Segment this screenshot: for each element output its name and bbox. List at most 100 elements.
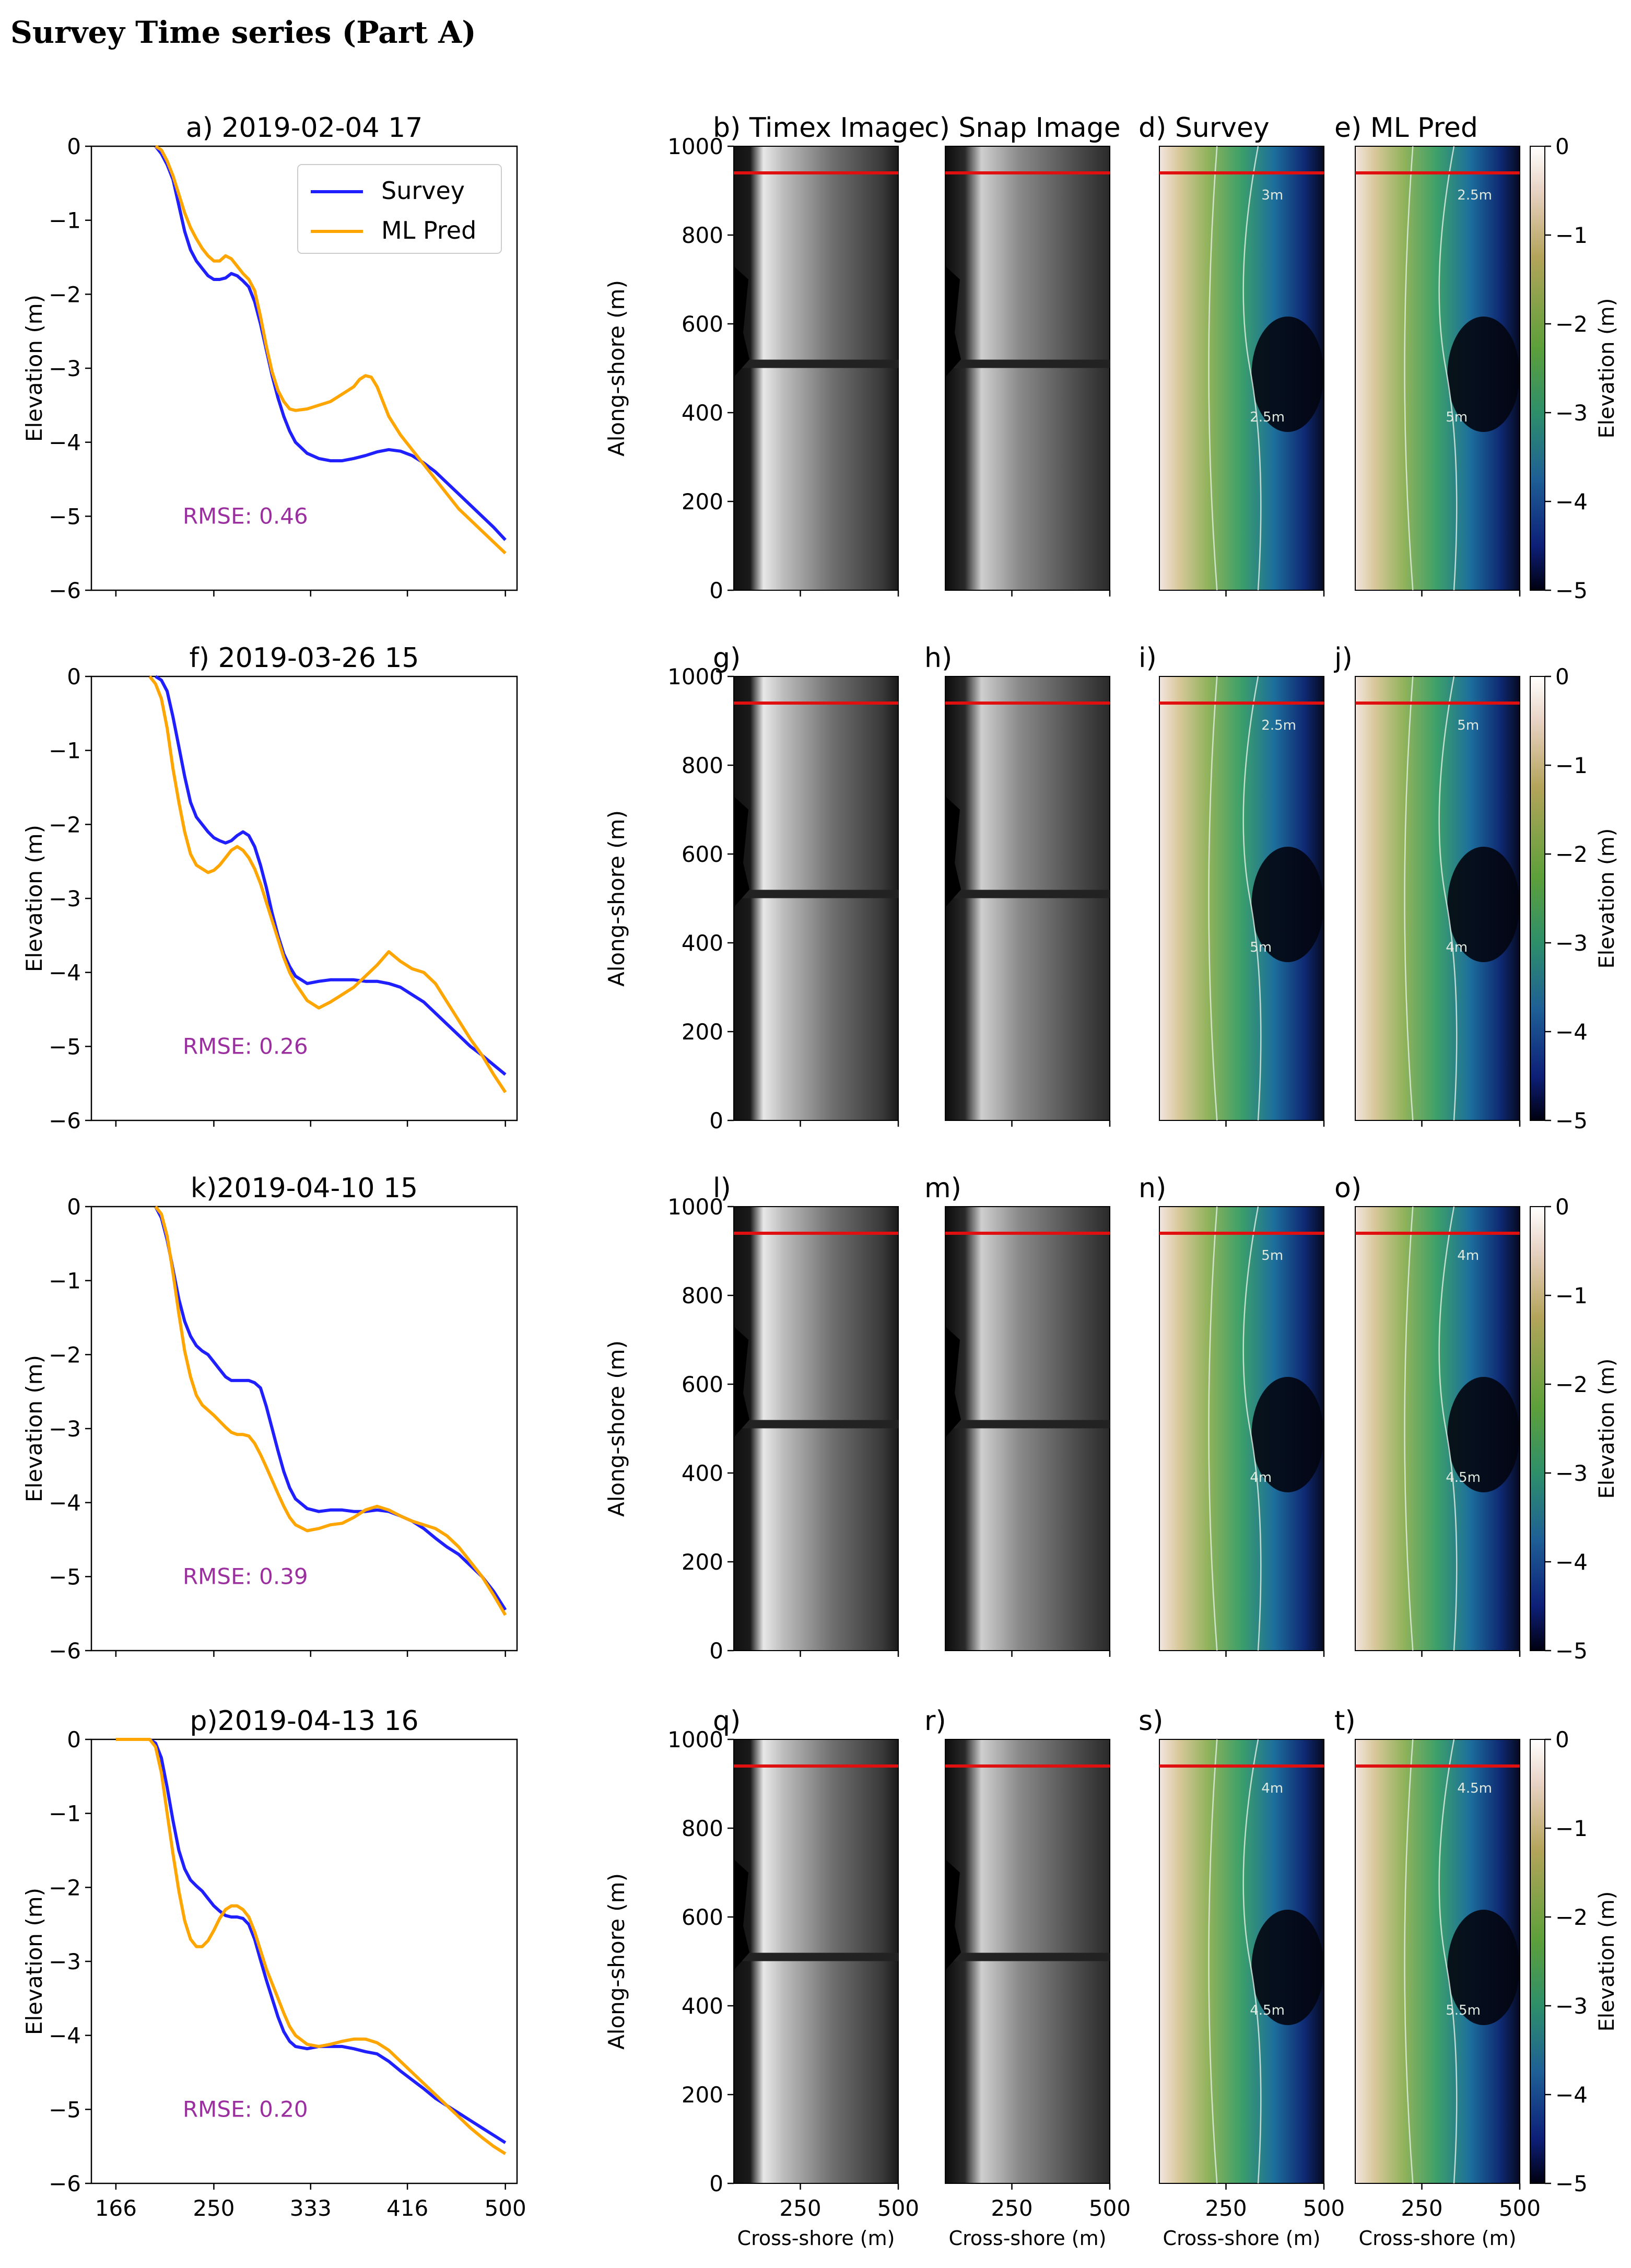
image-x-tick-label: 250: [991, 2195, 1032, 2221]
contour-label: 2.5m: [1261, 718, 1296, 733]
image-y-tick-label: 1000: [667, 1194, 723, 1220]
colorbar-tick-label: −5: [1555, 1638, 1588, 1664]
contour-label: 5m: [1446, 410, 1468, 425]
image-y-tick-label: 0: [709, 578, 723, 603]
y-axis-label: Elevation (m): [21, 1888, 47, 2035]
image-y-tick-label: 600: [682, 311, 723, 337]
image-panel-label: c) Snap Image: [924, 112, 1121, 144]
rmse-label: RMSE: 0.46: [183, 503, 308, 529]
image-x-tick-label: 500: [1303, 2195, 1345, 2221]
survey-series-line: [115, 1738, 507, 2144]
line-chart-row-1: f) 2019-03-26 15 0 −1 −2 −3 −4 −5 −6 Elevation (…: [21, 642, 1619, 1133]
y-tick-label: −5: [49, 504, 81, 529]
chart-title: f) 2019-03-26 15: [189, 642, 419, 674]
image-y-tick-label: 800: [682, 1816, 723, 1841]
colorbar-tick-label: −3: [1555, 930, 1588, 956]
image-panel-label: t): [1334, 1705, 1356, 1737]
colorbar-tick-label: −3: [1555, 1460, 1588, 1486]
along-shore-axis-label: Along-shore (m): [604, 810, 629, 987]
contour-label: 5m: [1261, 1248, 1283, 1264]
image-x-tick-label: 250: [1205, 2195, 1247, 2221]
chart-title: p)2019-04-13 16: [190, 1705, 418, 1737]
contour-line: [1242, 1206, 1262, 1651]
y-tick-label: −6: [49, 2171, 81, 2196]
image-y-tick-label: 600: [682, 1372, 723, 1397]
y-tick-label: −6: [49, 578, 81, 603]
colorbar-tick-label: −4: [1555, 1019, 1588, 1045]
cross-shore-axis-label: Cross-shore (m): [949, 2227, 1107, 2250]
y-tick-label: −3: [49, 886, 81, 911]
cross-shore-axis-label: Cross-shore (m): [1359, 2227, 1517, 2250]
deep-trough: [1251, 1910, 1324, 2025]
image-x-tick-label: 250: [779, 2195, 821, 2221]
line-chart-row-3: p)2019-04-13 16 0 −1 −2 −3 −4 −5 −6 Elevation (m…: [21, 1705, 1619, 2250]
chart-title: k)2019-04-10 15: [191, 1173, 418, 1204]
colorbar-tick-label: −2: [1555, 1904, 1588, 1930]
colorbar-tick-label: −4: [1555, 489, 1588, 515]
y-axis-label: Elevation (m): [21, 1355, 47, 1502]
colorbar-label: Elevation (m): [1595, 1359, 1619, 1499]
y-tick-label: −2: [49, 812, 81, 837]
y-tick-label: −3: [49, 356, 81, 381]
chart-title: a) 2019-02-04 17: [186, 112, 423, 144]
colorbar-tick-label: −4: [1555, 1549, 1588, 1575]
colorbar-label: Elevation (m): [1595, 828, 1619, 969]
land-mask: [945, 1859, 961, 1970]
land-mask: [945, 796, 961, 907]
survey-series-line: [155, 675, 507, 1076]
image-y-tick-label: 400: [682, 1993, 723, 2019]
y-tick-label: 0: [67, 134, 81, 159]
contour-label: 4.5m: [1250, 2003, 1285, 2018]
y-tick-label: 0: [67, 1727, 81, 1752]
image-y-tick-label: 1000: [667, 664, 723, 689]
y-tick-label: 0: [67, 664, 81, 689]
ml-pred-series-line: [155, 145, 507, 555]
image-panel-label: o): [1334, 1173, 1362, 1204]
deep-trough: [1251, 847, 1324, 962]
colorbar-tick-label: −3: [1555, 400, 1588, 426]
image-y-tick-label: 1000: [667, 134, 723, 159]
image-y-tick-label: 600: [682, 1904, 723, 1930]
image-y-tick-label: 400: [682, 400, 723, 426]
along-shore-axis-label: Along-shore (m): [604, 1340, 629, 1517]
y-tick-label: −5: [49, 1564, 81, 1589]
image-x-tick-label: 250: [1401, 2195, 1442, 2221]
colorbar-label: Elevation (m): [1595, 1891, 1619, 2032]
contour-label: 4.5m: [1446, 1470, 1481, 1486]
colorbar-label: Elevation (m): [1595, 298, 1619, 439]
contour-line: [1242, 676, 1262, 1121]
colorbar-tick-label: −5: [1555, 578, 1588, 603]
deep-trough: [1447, 1377, 1520, 1492]
image-panel-label: d) Survey: [1139, 112, 1270, 144]
colorbar-tick-label: −4: [1555, 2082, 1588, 2108]
y-tick-label: −4: [49, 960, 81, 986]
colorbar: [1530, 1739, 1545, 2184]
rmse-label: RMSE: 0.26: [183, 1033, 308, 1059]
colorbar-tick-label: 0: [1555, 1727, 1569, 1752]
x-tick-label: 333: [290, 2195, 332, 2221]
land-mask: [945, 266, 961, 377]
y-tick-label: −3: [49, 1416, 81, 1442]
timex-image: [733, 676, 899, 1121]
legend-ml-pred-label: ML Pred: [381, 216, 476, 244]
image-panel-label: h): [924, 642, 952, 674]
image-y-tick-label: 800: [682, 753, 723, 778]
line-chart-row-0: a) 2019-02-04 17 0 −1 −2 −3 −4 −5 −6 Elevation (…: [21, 112, 1619, 603]
contour-label: 2.5m: [1250, 410, 1285, 425]
x-tick-label: 500: [485, 2195, 526, 2221]
colorbar-tick-label: −1: [1555, 223, 1588, 248]
pier-stripe: [734, 1953, 898, 1961]
contour-line: [1208, 1206, 1218, 1651]
contour-line: [1438, 146, 1458, 591]
timex-image: [733, 1739, 899, 2184]
cross-shore-axis-label: Cross-shore (m): [737, 2227, 895, 2250]
pier-stripe: [734, 1420, 898, 1429]
ml-pred-series-line: [154, 1206, 507, 1616]
ml-pred-series-line: [115, 1738, 507, 2155]
image-x-tick-label: 500: [877, 2195, 919, 2221]
colorbar: [1530, 146, 1545, 591]
y-axis-label: Elevation (m): [21, 295, 47, 442]
land-mask: [734, 266, 749, 377]
image-y-tick-label: 200: [682, 1019, 723, 1045]
